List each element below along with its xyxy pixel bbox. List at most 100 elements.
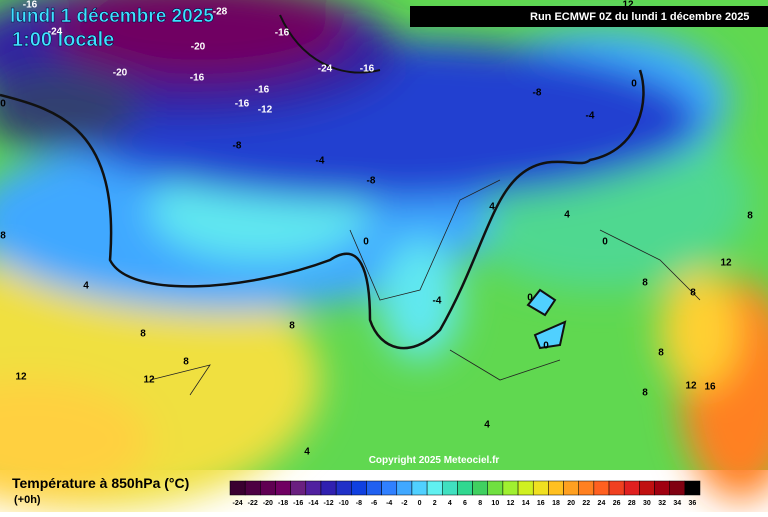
contour-label: 0 [543, 341, 549, 352]
contour-label: -12 [258, 105, 273, 116]
colorbar-label: 30 [643, 500, 651, 507]
contour-label: 12 [720, 258, 732, 269]
contour-label: 0 [0, 99, 6, 110]
colorbar-label: 20 [567, 500, 575, 507]
colorbar-label: -4 [386, 500, 392, 507]
contour-label: 4 [564, 210, 570, 221]
run-box [410, 6, 768, 27]
colorbar-swatch [442, 480, 458, 496]
contour-label: -8 [233, 141, 242, 152]
contour-label: 0 [631, 79, 637, 90]
colorbar-swatch [426, 480, 443, 496]
colorbar-swatch [487, 480, 504, 496]
contour-label: 4 [484, 420, 490, 431]
contour-label: -4 [586, 111, 595, 122]
contour-label: 16 [704, 382, 716, 393]
colorbar-swatch [502, 480, 519, 496]
contour-label: -28 [213, 7, 228, 18]
contour-label: 8 [140, 329, 146, 340]
colorbar-swatch [396, 480, 413, 496]
colorbar-swatch [366, 480, 382, 496]
contour-label: -24 [318, 64, 333, 75]
contour-label: -16 [190, 73, 205, 84]
colorbar-label: 24 [598, 500, 606, 507]
colorbar-label: 22 [582, 500, 590, 507]
colorbar-swatch [532, 480, 549, 496]
colorbar-swatch [381, 480, 398, 496]
contour-label: -8 [533, 88, 542, 99]
contour-label: 4 [83, 281, 89, 292]
colorbar-label: -16 [293, 500, 303, 507]
colorbar-swatch [275, 480, 291, 496]
colorbar-swatch [654, 480, 670, 496]
colorbar-swatch [411, 480, 428, 496]
colorbar-swatch [639, 480, 655, 496]
colorbar-label: 8 [478, 500, 482, 507]
colorbar-label: 34 [673, 500, 681, 507]
contour-label: -20 [113, 68, 128, 79]
colorbar-swatch [335, 480, 352, 496]
contour-label: 4 [489, 202, 495, 213]
colorbar: -24 -22 -20 -18 -16 -14 -12 -10 -8 -6 -4 -2 0 2 4 6 8 10 1… [229, 480, 701, 507]
colorbar-swatch [229, 480, 246, 496]
colorbar-label: 36 [689, 500, 697, 507]
colorbar-label: -10 [339, 500, 349, 507]
copyright: Copyright 2025 Meteociel.fr [369, 455, 500, 466]
contour-label: 12 [143, 375, 155, 386]
contour-label: 8 [289, 321, 295, 332]
colorbar-swatch [593, 480, 610, 496]
footer-step: (+0h) [14, 494, 41, 506]
date: lundi 1 décembre 2025 [10, 6, 214, 27]
contour-label: 8 [690, 288, 696, 299]
contour-label: 0 [363, 237, 369, 248]
colorbar-label: 4 [448, 500, 452, 507]
colorbar-label: -22 [248, 500, 258, 507]
contour-label: 0 [527, 293, 533, 304]
colorbar-swatch [608, 480, 625, 496]
contour-label: -20 [191, 42, 206, 53]
colorbar-label: 12 [507, 500, 515, 507]
contour-label: 12 [685, 381, 697, 392]
colorbar-label: 28 [628, 500, 636, 507]
contour-label: 8 [642, 388, 648, 399]
contour-label: 12 [15, 372, 27, 383]
colorbar-swatch [260, 480, 276, 496]
contour-label: -4 [316, 156, 325, 167]
contour-labels: -16 -28 -24 -20 -16 -20 -16 -24 -16 -16 -16 -12 -8 -8… [0, 0, 753, 458]
colorbar-label: 32 [658, 500, 666, 507]
colorbar-swatch [563, 480, 579, 496]
contour-label: 8 [658, 348, 664, 359]
colorbar-label: 10 [491, 500, 499, 507]
colorbar-label: -14 [308, 500, 318, 507]
contour-label: -16 [23, 0, 38, 11]
colorbar-label: -6 [371, 500, 377, 507]
colorbar-label: -18 [278, 500, 288, 507]
colorbar-label: 6 [463, 500, 467, 507]
contour-label: -8 [367, 176, 376, 187]
run-info: Run ECMWF 0Z du lundi 1 décembre 2025 [530, 11, 749, 23]
colorbar-swatch [578, 480, 595, 496]
colorbar-label: 14 [522, 500, 530, 507]
contour-label: -24 [48, 27, 63, 38]
contour-label: -16 [235, 99, 250, 110]
colorbar-swatch [305, 480, 322, 496]
colorbar-label: 0 [418, 500, 422, 507]
footer-title: Température à 850hPa (°C) [12, 475, 189, 491]
contour-label: -16 [255, 85, 270, 96]
contour-label: 0 [602, 237, 608, 248]
colorbar-label: -24 [233, 500, 243, 507]
colorbar-label: 16 [537, 500, 545, 507]
colorbar-swatch [548, 480, 564, 496]
colorbar-label: 18 [552, 500, 560, 507]
contour-label: -4 [433, 296, 442, 307]
colorbar-swatch [669, 480, 686, 496]
colorbar-label: 26 [613, 500, 621, 507]
colorbar-label: -2 [401, 500, 407, 507]
colorbar-swatch [320, 480, 337, 496]
contour-label: 8 [0, 231, 6, 242]
colorbar-swatch [244, 480, 261, 496]
colorbar-label: -12 [323, 500, 333, 507]
colorbar-swatch [623, 480, 640, 496]
colorbar-swatch [457, 480, 473, 496]
